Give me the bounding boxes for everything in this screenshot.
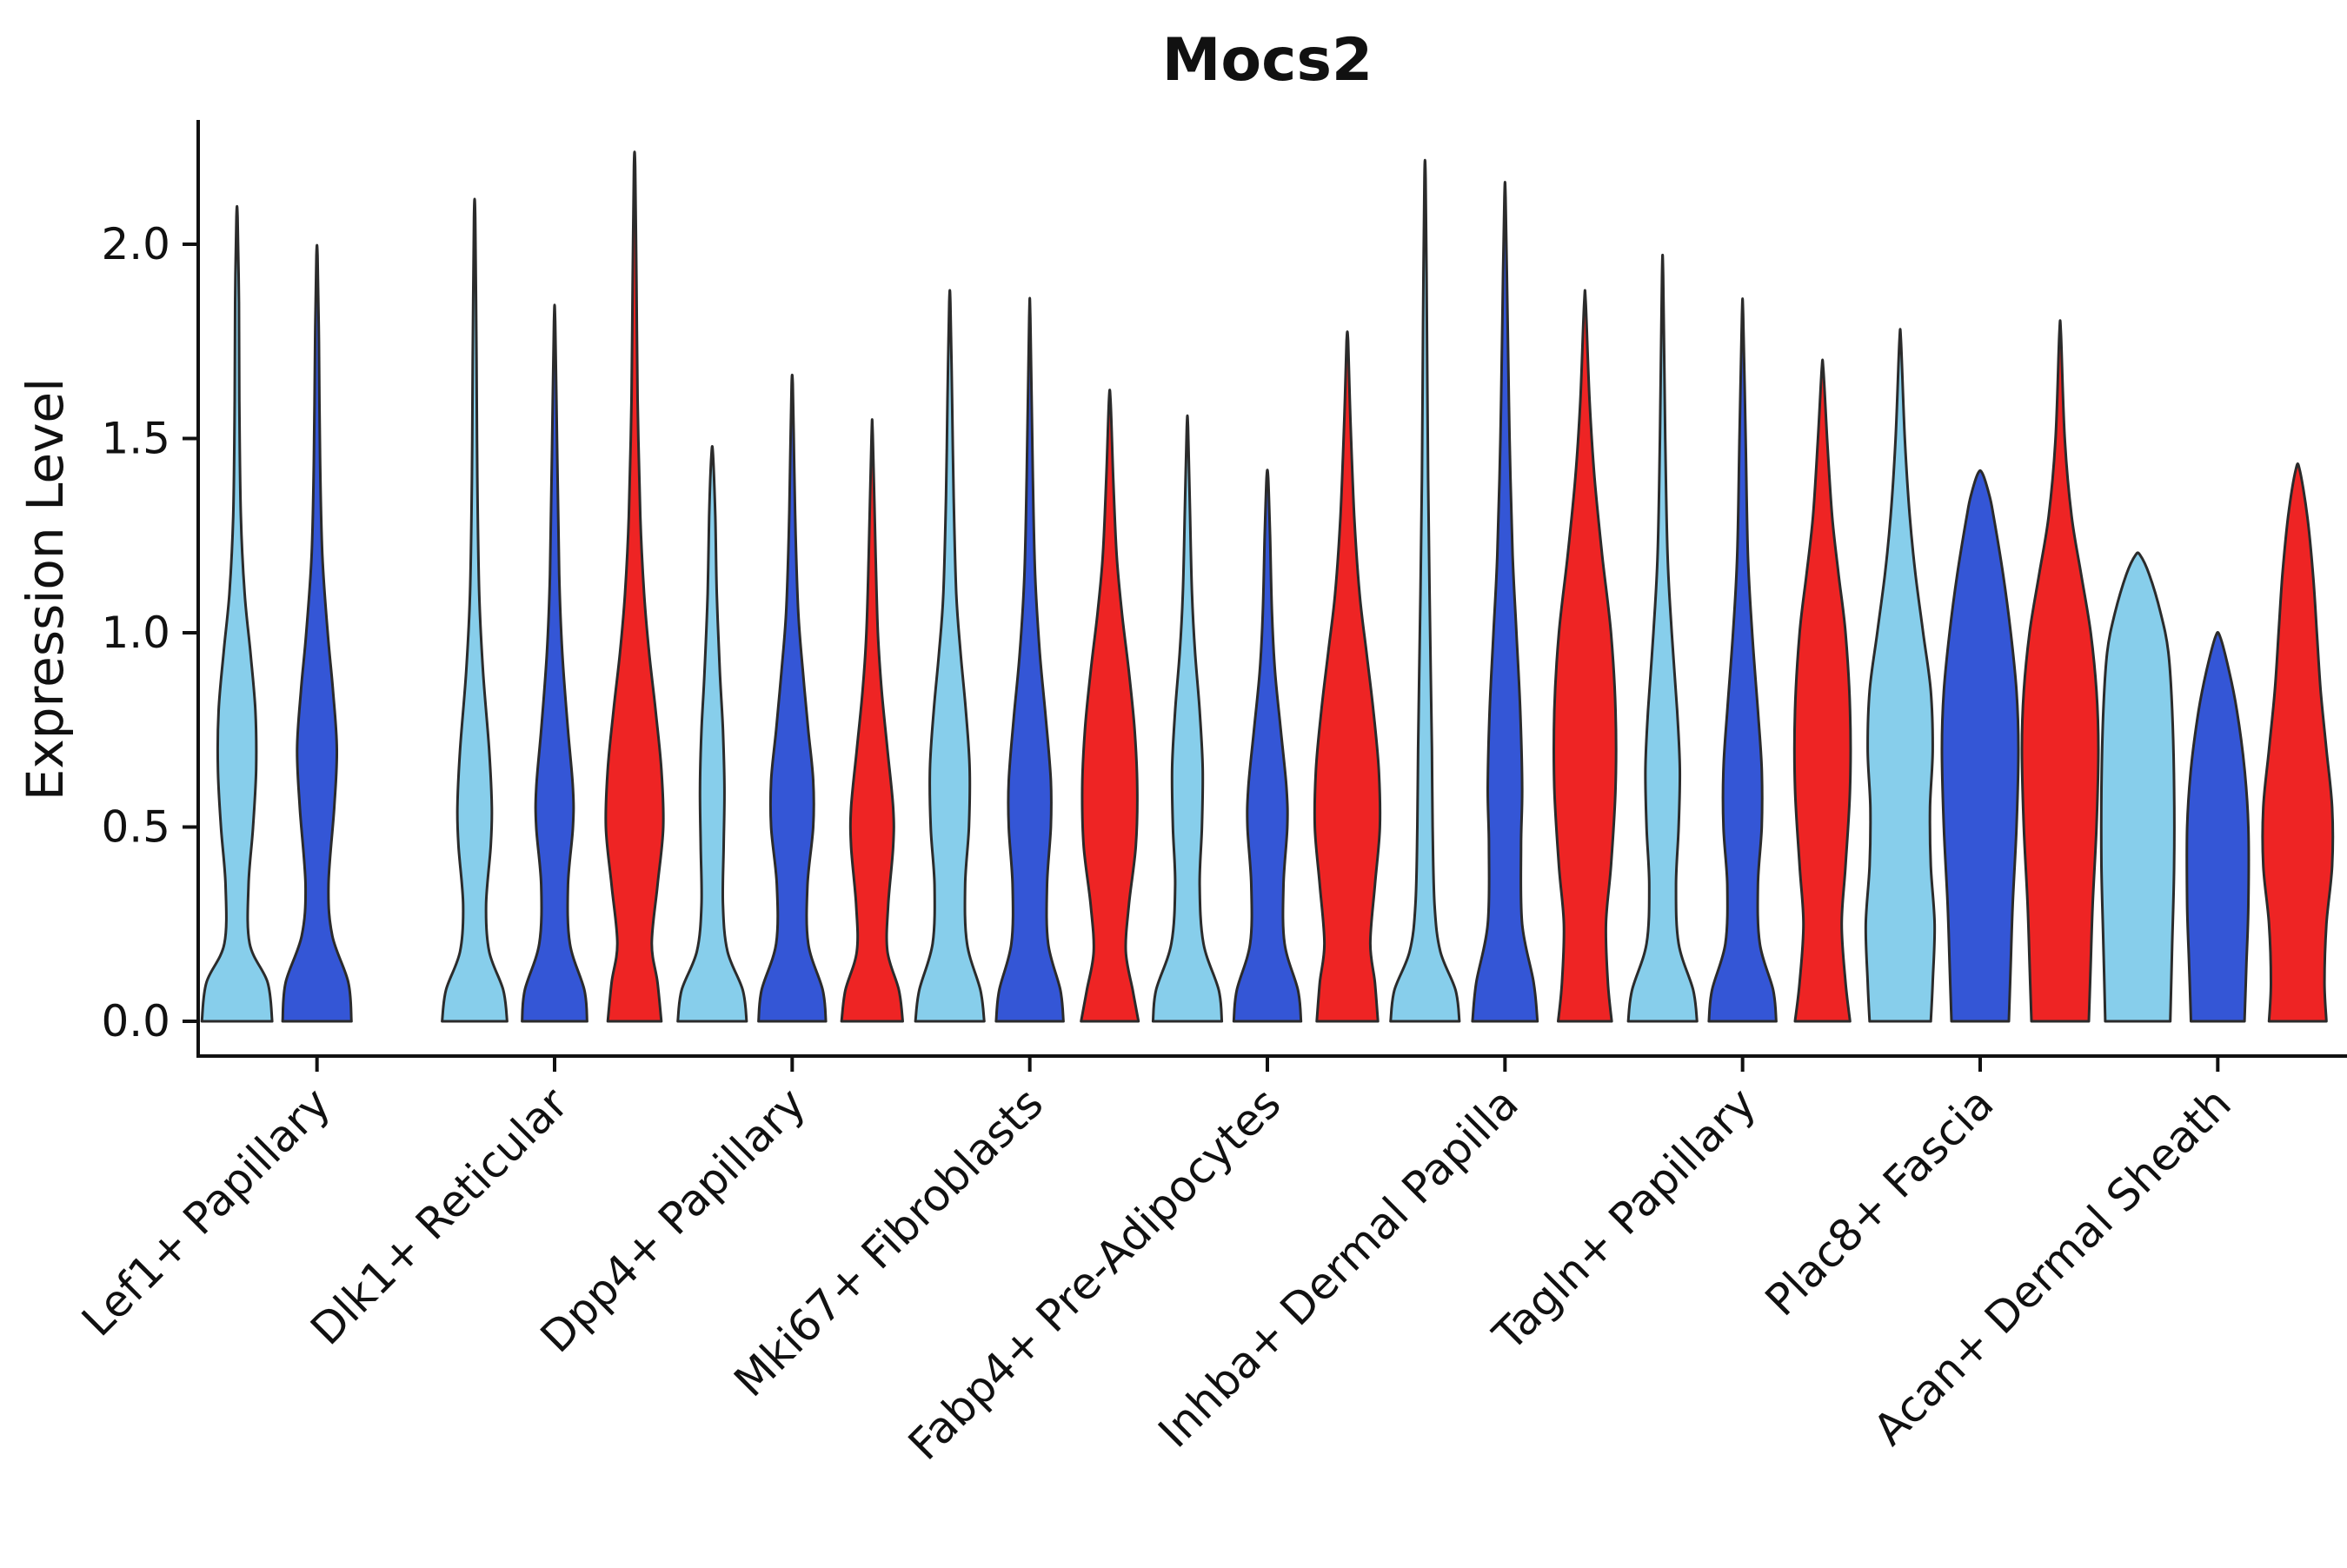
violin: [676, 444, 748, 1023]
y-tick-label: 1.0: [101, 608, 170, 658]
violin: [1707, 297, 1778, 1023]
y-tick-label: 2.0: [101, 219, 170, 269]
y-tick-label: 1.5: [101, 414, 170, 464]
y-axis-label: Expression Level: [16, 378, 75, 801]
y-tick-label: 0.0: [101, 996, 170, 1046]
violin: [757, 373, 828, 1023]
violins-group: [200, 150, 2335, 1023]
violin: [281, 243, 353, 1023]
x-tick-label: Plac8+ Fascia: [1756, 1078, 2004, 1325]
violin: [2185, 630, 2251, 1023]
x-tick-label: Tagln+ Papillary: [1483, 1078, 1765, 1360]
violin: [441, 197, 509, 1023]
violin: [1151, 414, 1224, 1023]
violin: [1864, 328, 1937, 1023]
violin: [914, 289, 986, 1023]
violin: [200, 204, 274, 1023]
violin: [1080, 389, 1140, 1023]
chart-title: Mocs2: [1162, 26, 1373, 95]
violin: [2020, 319, 2100, 1023]
violin: [1552, 289, 1618, 1023]
x-tick-label: Dlk1+ Reticular: [301, 1078, 577, 1354]
violin: [1232, 468, 1303, 1023]
violin: [1389, 158, 1461, 1023]
violin: [1313, 330, 1382, 1023]
violin: [1940, 468, 2020, 1023]
axes-group: [183, 120, 2347, 1072]
violin: [2261, 462, 2335, 1023]
x-tick-label: Dpp4+ Papillary: [531, 1078, 815, 1362]
violin: [604, 150, 665, 1023]
violin: [1471, 180, 1539, 1023]
y-tick-label: 0.5: [101, 802, 170, 853]
y-tick-labels: 0.0 0.5 1.0 1.5 2.0: [101, 219, 170, 1046]
violin: [840, 418, 904, 1023]
violin: [994, 296, 1065, 1023]
violin: [1792, 358, 1852, 1023]
violin: [2099, 551, 2176, 1023]
violin: [1626, 253, 1699, 1023]
x-tick-label: Lef1+ Papillary: [72, 1078, 340, 1345]
violin: [521, 303, 588, 1023]
